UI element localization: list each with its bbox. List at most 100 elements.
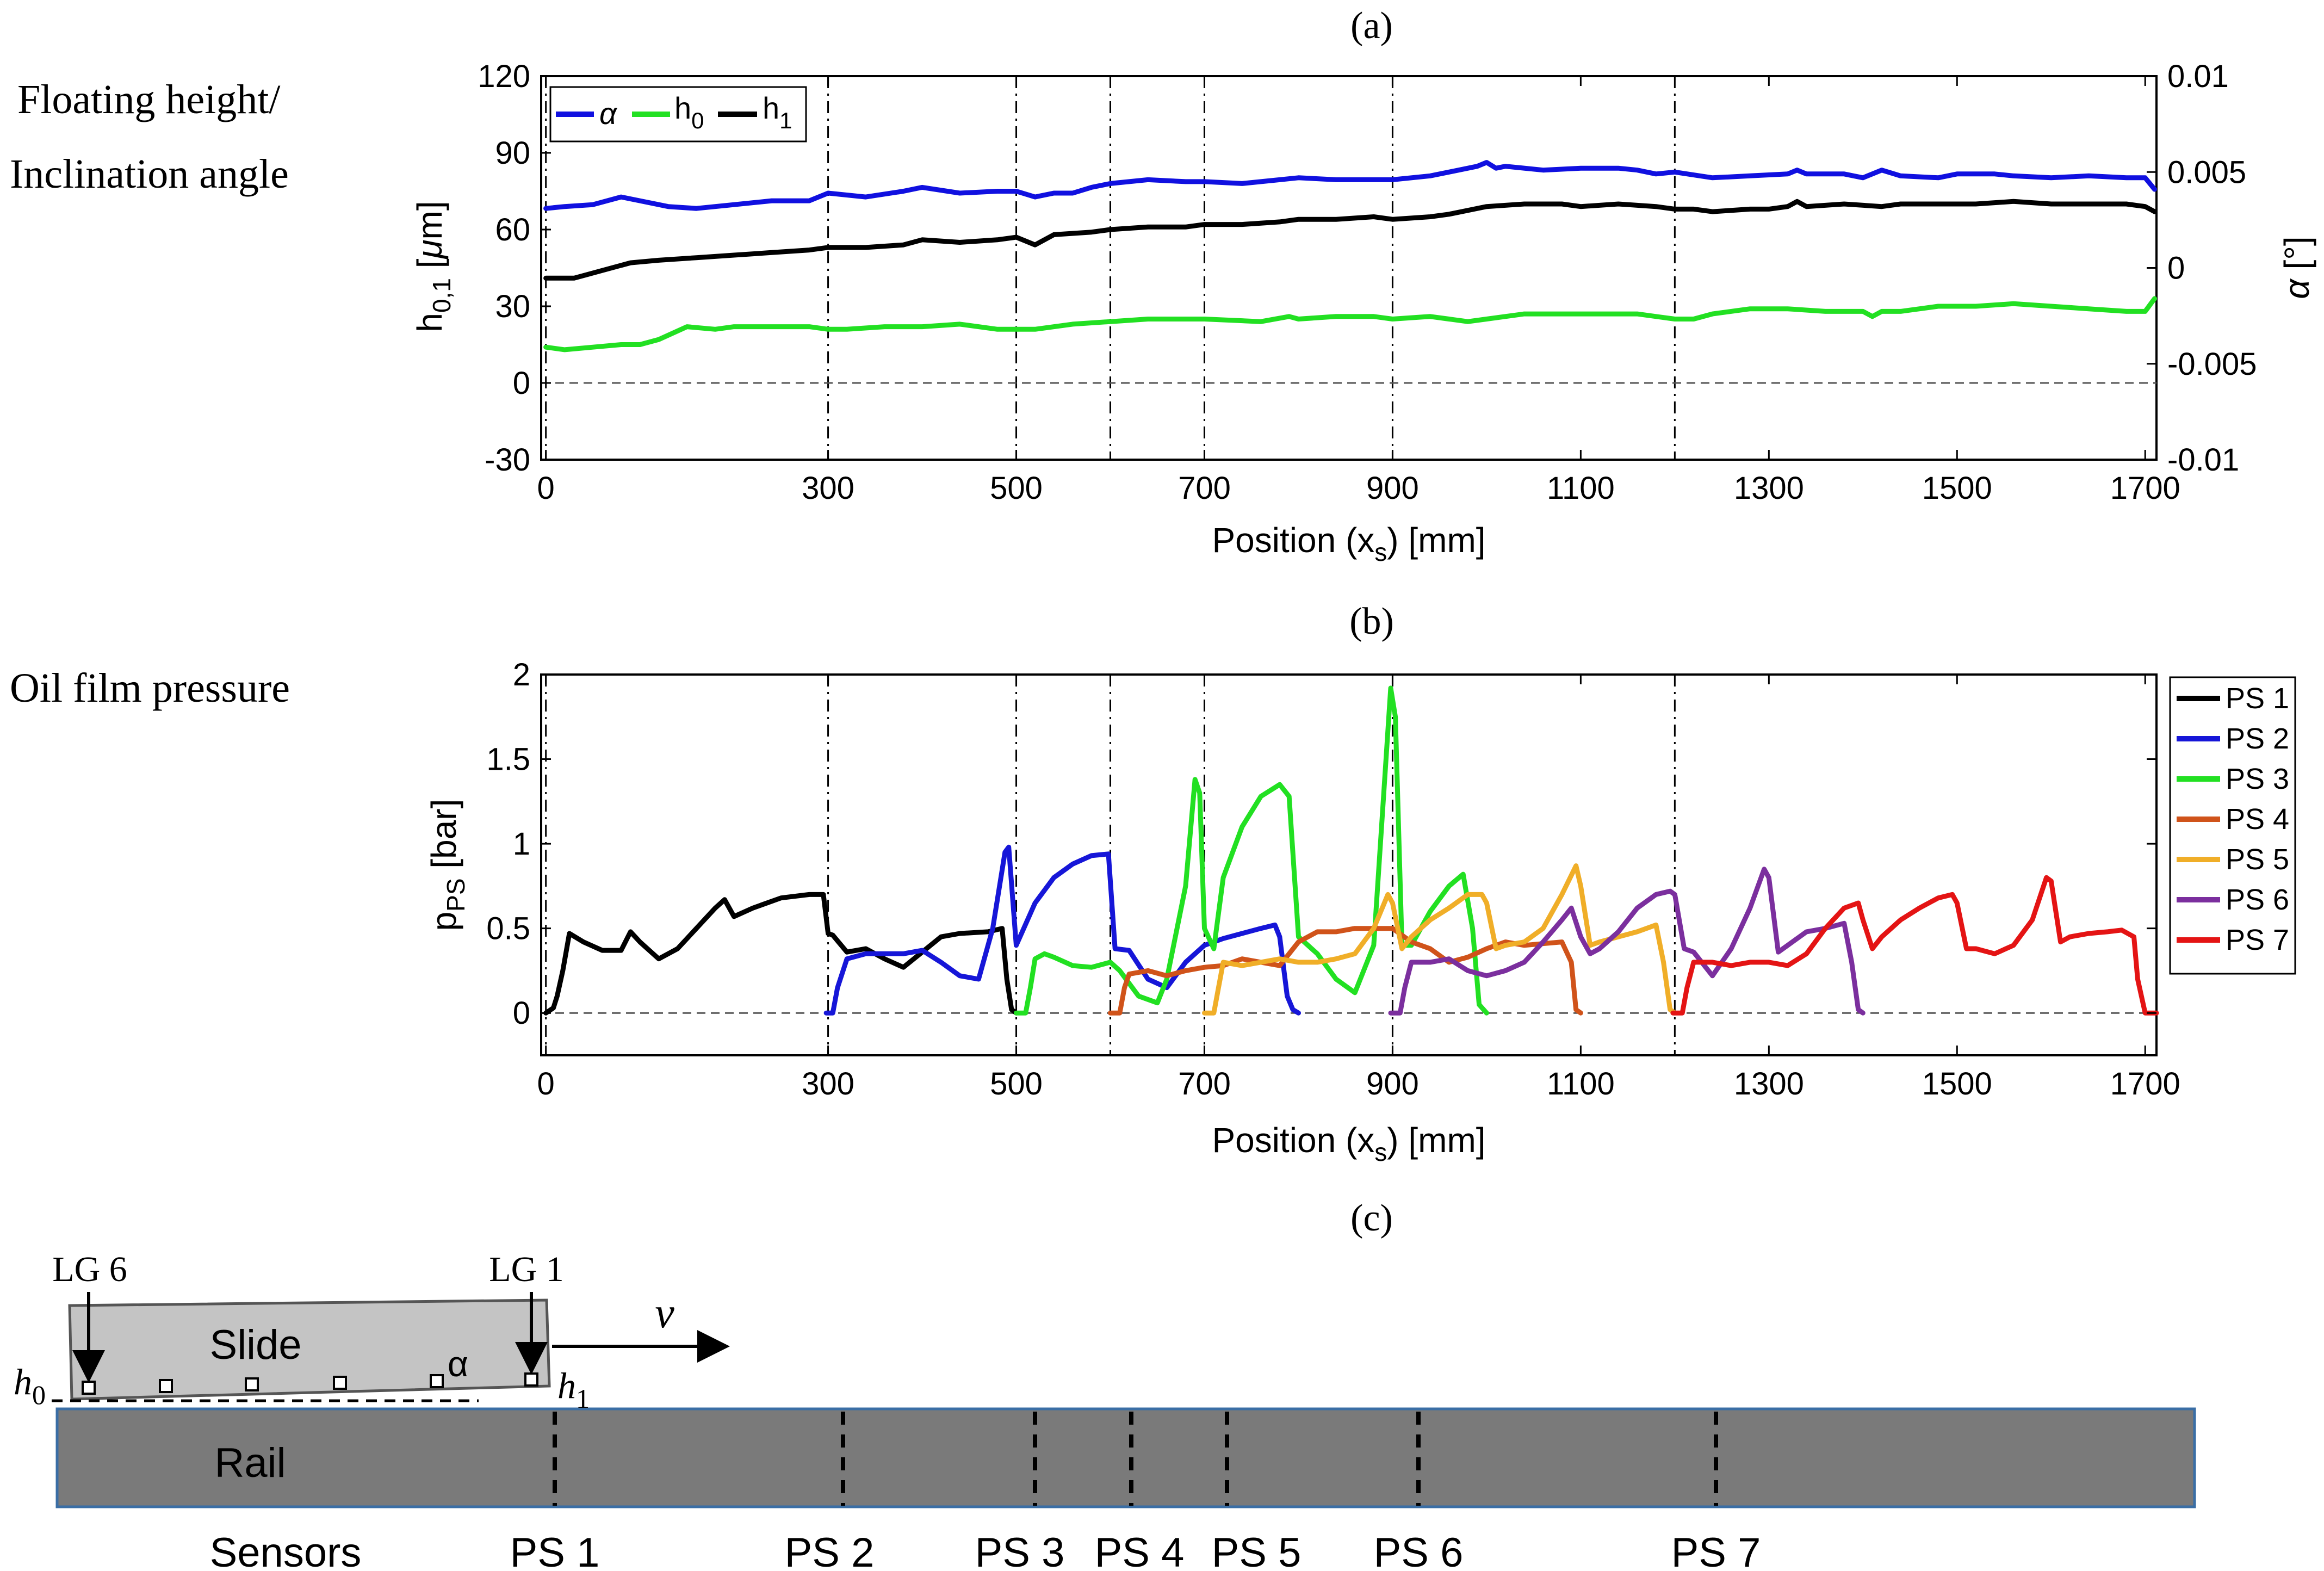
legend-label-ps6: PS 6 [2226, 883, 2289, 916]
y-tick-label: 1 [513, 826, 530, 862]
legend-label-ps5: PS 5 [2226, 843, 2289, 876]
sensors-label: Sensors [210, 1530, 362, 1571]
chart-b-legend: PS 1 PS 2 PS 3 PS 4 PS 5 PS 6 PS 7 [2169, 676, 2296, 975]
y-tick-label: 0 [513, 366, 530, 401]
sensor-label-ps1: PS 1 [510, 1530, 600, 1571]
slide-alpha-label: α [448, 1344, 468, 1384]
chart-a-ylabel-right: α [°] [2277, 236, 2316, 299]
x-tick-label: 500 [990, 471, 1043, 506]
y-tick-label: 90 [495, 135, 530, 171]
x-tick-label: 300 [802, 1066, 854, 1102]
chart-b-series [543, 685, 2159, 1016]
series-line-ps-1 [543, 892, 1019, 1016]
series-line-ps-2 [823, 844, 1301, 1016]
x-tick-label: 0 [537, 471, 555, 506]
legend-label-ps2: PS 2 [2226, 722, 2289, 755]
rail [55, 1407, 2196, 1508]
x-tick-label: 1500 [1922, 1066, 1992, 1102]
chart-a-plot-area [540, 75, 2158, 461]
h0-label: h0 [14, 1361, 46, 1410]
sensor-label-ps4: PS 4 [1095, 1530, 1185, 1571]
legend-label-ps4: PS 4 [2226, 803, 2289, 836]
x-tick-label: 1300 [1734, 471, 1804, 506]
chart-b-guides [541, 675, 2156, 1055]
gauge-square-lg6 [82, 1381, 96, 1395]
legend-label-ps1: PS 1 [2226, 682, 2289, 715]
y-tick-label: 1.5 [486, 742, 530, 777]
x-tick-label: 700 [1178, 1066, 1231, 1102]
chart-a-ylabel: h0,1 [μm] [410, 201, 456, 332]
side-label-oil-film-pressure: Oil film pressure [10, 665, 290, 711]
series-line-ps-3 [1014, 685, 1489, 1016]
y-tick-label: 60 [495, 212, 530, 248]
gauge-square-lg1 [524, 1372, 538, 1387]
x-tick-label: 900 [1366, 471, 1419, 506]
y-tick-label: 2 [513, 657, 530, 692]
x-tick-label: 1300 [1734, 1066, 1804, 1102]
y-tick-label: -30 [485, 442, 530, 478]
chart-b-xlabel: Position (xs) [mm] [1212, 1121, 1485, 1166]
x-tick-label: 0 [537, 1066, 555, 1102]
x-tick-label: 1100 [1547, 471, 1615, 506]
x-tick-label: 300 [802, 471, 854, 506]
chart-b-ylabel: pPS [bar] [424, 799, 470, 931]
h1-label: h1 [557, 1365, 590, 1414]
sensor-label-ps7: PS 7 [1671, 1530, 1761, 1571]
series-line-ps-4 [1108, 926, 1583, 1016]
chart-a: 0 300 500 700 900 1100 1300 1500 1700-3003060901… [410, 59, 2316, 566]
sensor-label-ps5: PS 5 [1212, 1530, 1302, 1571]
x-tick-label: 1500 [1922, 471, 1992, 506]
y-tick-label: 0 [513, 995, 530, 1031]
sensor-label-ps3: PS 3 [975, 1530, 1065, 1571]
chart-a-xlabel: Position (xs) [mm] [1212, 521, 1485, 566]
gauge-square [333, 1376, 347, 1390]
gauge-square [245, 1377, 259, 1391]
series-line-ps-5 [1202, 863, 1677, 1016]
x-tick-label: 1700 [2110, 471, 2180, 506]
lg1-label: LG 1 [489, 1250, 563, 1289]
legend-label-ps3: PS 3 [2226, 763, 2289, 795]
series-line-h-0 [543, 296, 2157, 352]
y-right-tick-label: -0.01 [2167, 442, 2239, 478]
y-right-tick-label: 0.005 [2167, 154, 2246, 190]
y-tick-label: 30 [495, 289, 530, 324]
gauge-square [430, 1374, 444, 1388]
y-tick-label: 120 [478, 59, 530, 94]
chart-a-guides [541, 76, 2156, 460]
side-label-floating-height: Floating height/ [17, 77, 281, 122]
x-tick-label: 900 [1366, 1066, 1419, 1102]
sensor-label-ps2: PS 2 [785, 1530, 875, 1571]
lg6-label: LG 6 [52, 1250, 127, 1289]
x-tick-label: 1100 [1547, 1066, 1615, 1102]
x-tick-label: 500 [990, 1066, 1043, 1102]
y-right-tick-label: 0 [2167, 251, 2185, 286]
gauge-square [159, 1379, 173, 1393]
y-right-tick-label: -0.005 [2167, 347, 2257, 382]
panel-label-c: (c) [1350, 1197, 1393, 1239]
velocity-label: v [655, 1289, 674, 1337]
sensor-label-ps6: PS 6 [1374, 1530, 1464, 1571]
legend-label-alpha: α [599, 96, 618, 131]
series-line-ps-7 [1670, 875, 2159, 1016]
series-line-ps-6 [1388, 867, 1866, 1016]
x-tick-label: 700 [1178, 471, 1231, 506]
chart-b-plot-area [540, 673, 2158, 1056]
chart-a-series [543, 160, 2157, 352]
series-line-h-1 [543, 199, 2157, 281]
chart-b-ticks: 0 300 500 700 900 1100 1300 1500 1700 0 0.5 1 1.5 2 [486, 657, 2180, 1102]
series-line-- [543, 160, 2157, 211]
sensor-diagram: Rail Sensors PS 1 PS 2 PS 3 PS 4 PS 5 PS… [14, 1250, 2196, 1571]
y-right-tick-label: 0.01 [2167, 59, 2229, 94]
panel-label-a: (a) [1350, 5, 1393, 47]
slide [68, 1298, 551, 1401]
chart-b: 0 300 500 700 900 1100 1300 1500 1700 0 0.5 1 1.5 2 P… [424, 657, 2296, 1166]
x-tick-label: 1700 [2110, 1066, 2180, 1102]
rail-label: Rail [215, 1440, 286, 1486]
side-label-inclination-angle: Inclination angle [10, 151, 289, 197]
chart-a-legend: α h0 h1 [549, 86, 807, 143]
y-tick-label: 0.5 [486, 911, 530, 947]
panel-label-b: (b) [1349, 601, 1394, 642]
legend-label-ps7: PS 7 [2226, 924, 2289, 956]
slide-label: Slide [210, 1322, 302, 1368]
